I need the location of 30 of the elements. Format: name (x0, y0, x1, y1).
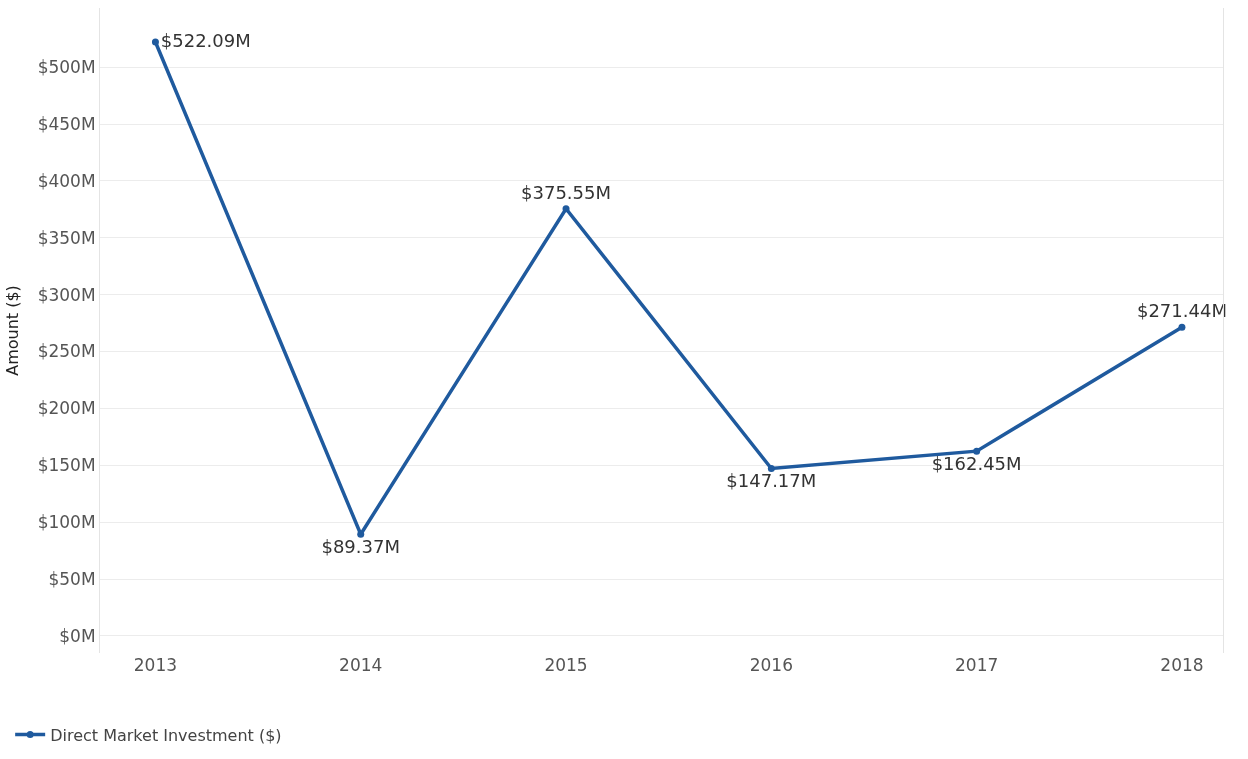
x-tick-label: 2015 (544, 655, 588, 675)
data-label: $522.09M (160, 29, 251, 51)
data-label: $89.37M (321, 536, 400, 558)
point (973, 447, 981, 455)
y-tick-label: $0M (59, 625, 96, 646)
point (562, 205, 570, 213)
point (1178, 323, 1186, 331)
y-axis-title: Amount ($) (2, 285, 22, 376)
x-tick-label: 2016 (749, 655, 793, 675)
y-tick-label: $150M (37, 455, 96, 476)
point (767, 465, 775, 473)
x-tick-label: 2018 (1160, 655, 1204, 675)
x-tick-label: 2013 (133, 655, 178, 675)
data-label: $147.17M (726, 470, 817, 492)
y-tick-label: $250M (37, 341, 96, 362)
x-tick-label: 2017 (955, 655, 999, 675)
legend-label: Direct Market Investment ($) (50, 725, 282, 745)
data-label: $162.45M (931, 453, 1022, 475)
point (151, 38, 159, 46)
y-tick-label: $200M (37, 398, 96, 419)
y-tick-label: $400M (37, 170, 96, 191)
data-label: $375.55M (521, 181, 612, 203)
x-tick-label: 2014 (339, 655, 383, 675)
y-tick-label: $100M (37, 512, 96, 533)
y-tick-label: $450M (37, 113, 96, 134)
y-tick-label: $350M (37, 227, 96, 248)
y-tick-label: $500M (37, 57, 96, 78)
y-tick-label: $300M (37, 284, 96, 305)
y-tick-label: $50M (48, 569, 96, 590)
data-label: $271.44M (1136, 300, 1227, 322)
